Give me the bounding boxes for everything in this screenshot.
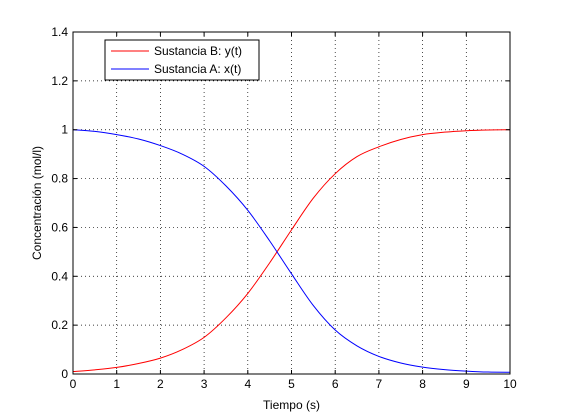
y-tick-label: 1.2	[51, 74, 68, 88]
y-tick-label: 0.4	[51, 269, 68, 283]
x-tick-label: 3	[201, 377, 208, 391]
series-line-sustancia-b	[72, 129, 511, 373]
x-tick-label: 6	[332, 377, 339, 391]
x-tick-label: 4	[244, 377, 251, 391]
x-tick-label: 2	[157, 377, 164, 391]
x-tick-label: 0	[70, 377, 77, 391]
x-tick-label: 5	[288, 377, 295, 391]
y-axis-label: Concentración (mol/l)	[30, 146, 44, 260]
axis-ticks	[72, 31, 511, 375]
legend: Sustancia B: y(t) Sustancia A: x(t)	[104, 39, 260, 81]
y-tick-label: 0.8	[51, 172, 68, 186]
x-tick-label: 7	[376, 377, 383, 391]
x-tick-labels: 0 1 2 3 4 5 6 7 8 9 10	[70, 377, 517, 391]
y-tick-label: 1	[61, 123, 68, 137]
series-lines	[72, 129, 511, 373]
y-tick-label: 0.2	[51, 318, 68, 332]
plot-area	[73, 32, 510, 374]
y-tick-labels: 0 0.2 0.4 0.6 0.8 1 1.2 1.4	[51, 25, 68, 381]
grid-lines	[73, 32, 510, 374]
y-tick-label: 0	[61, 367, 68, 381]
legend-label-series-b: Sustancia B: y(t)	[154, 44, 242, 58]
y-tick-label: 0.6	[51, 220, 68, 234]
x-tick-label: 9	[463, 377, 470, 391]
series-line-sustancia-a	[72, 129, 511, 373]
legend-label-series-a: Sustancia A: x(t)	[154, 62, 241, 76]
x-tick-label: 8	[419, 377, 426, 391]
x-tick-label: 10	[503, 377, 517, 391]
x-axis-label: Tiempo (s)	[263, 398, 320, 412]
y-tick-label: 1.4	[51, 25, 68, 39]
x-tick-label: 1	[113, 377, 120, 391]
legend-box	[104, 39, 260, 81]
